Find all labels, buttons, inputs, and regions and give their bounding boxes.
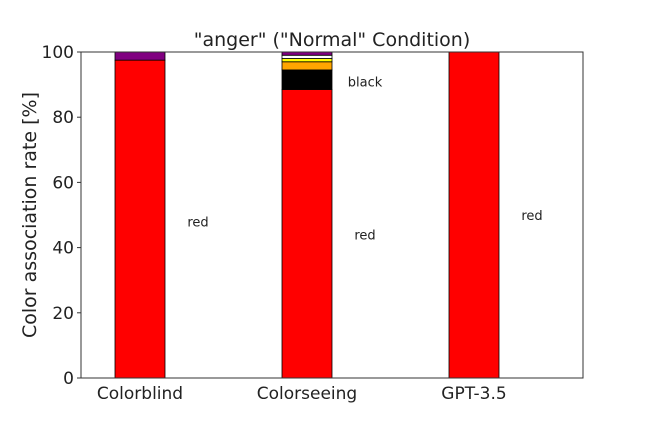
x-tick-label: GPT-3.5	[441, 384, 506, 404]
chart-title: "anger" ("Normal" Condition)	[194, 29, 471, 51]
bar-annotation: red	[187, 216, 208, 231]
bar-segment	[114, 59, 166, 379]
plot-area: 0 20 40 60 80 100 Colorblind Colorseeing GPT-3.5…	[42, 43, 584, 404]
bar-annotation: red	[521, 209, 542, 224]
y-tick-label: 40	[52, 239, 74, 259]
y-axis-title: Color association rate [%]	[19, 92, 41, 338]
y-tick-label: 100	[42, 43, 74, 63]
y-tick-label: 20	[52, 304, 74, 324]
bar-segment	[448, 51, 500, 379]
bar-annotation: red	[354, 229, 375, 244]
y-tick-label: 80	[52, 108, 74, 128]
bar-segment	[281, 58, 333, 63]
bar-segment	[114, 51, 166, 61]
y-tick-label: 60	[52, 173, 74, 193]
x-tick-label: Colorblind	[97, 384, 183, 404]
bar-segment	[281, 54, 333, 59]
bar-segment	[281, 61, 333, 71]
bar-segment	[281, 69, 333, 90]
plot-frame	[80, 51, 584, 379]
y-tick-label: 0	[63, 369, 74, 389]
x-tick-label: Colorseeing	[257, 384, 357, 404]
bar-annotation: black	[348, 75, 383, 90]
bar-segment	[281, 89, 333, 379]
